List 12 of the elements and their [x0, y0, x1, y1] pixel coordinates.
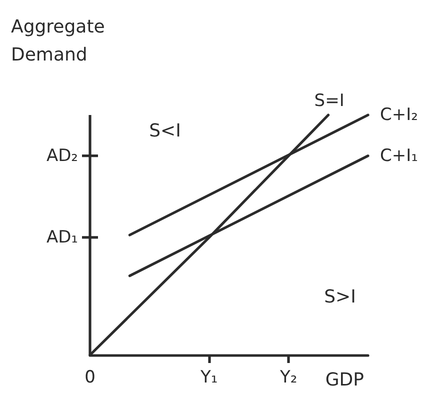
x-tick-label: 0: [84, 368, 96, 388]
y-axis-title: Aggregate Demand: [11, 16, 111, 66]
x-tick-label: Y₂: [278, 368, 298, 388]
annotation: S>I: [324, 286, 356, 308]
text: AD₂: [46, 146, 78, 166]
x-tick-label: Y₁: [200, 368, 218, 388]
annotation: S<I: [149, 120, 181, 142]
text: AD₁: [46, 227, 78, 248]
x-axis-title: GDP: [325, 370, 364, 390]
series-label: C+I₂: [380, 105, 418, 125]
series-label: S=I: [314, 91, 344, 111]
series-label: C+I₁: [380, 146, 418, 166]
